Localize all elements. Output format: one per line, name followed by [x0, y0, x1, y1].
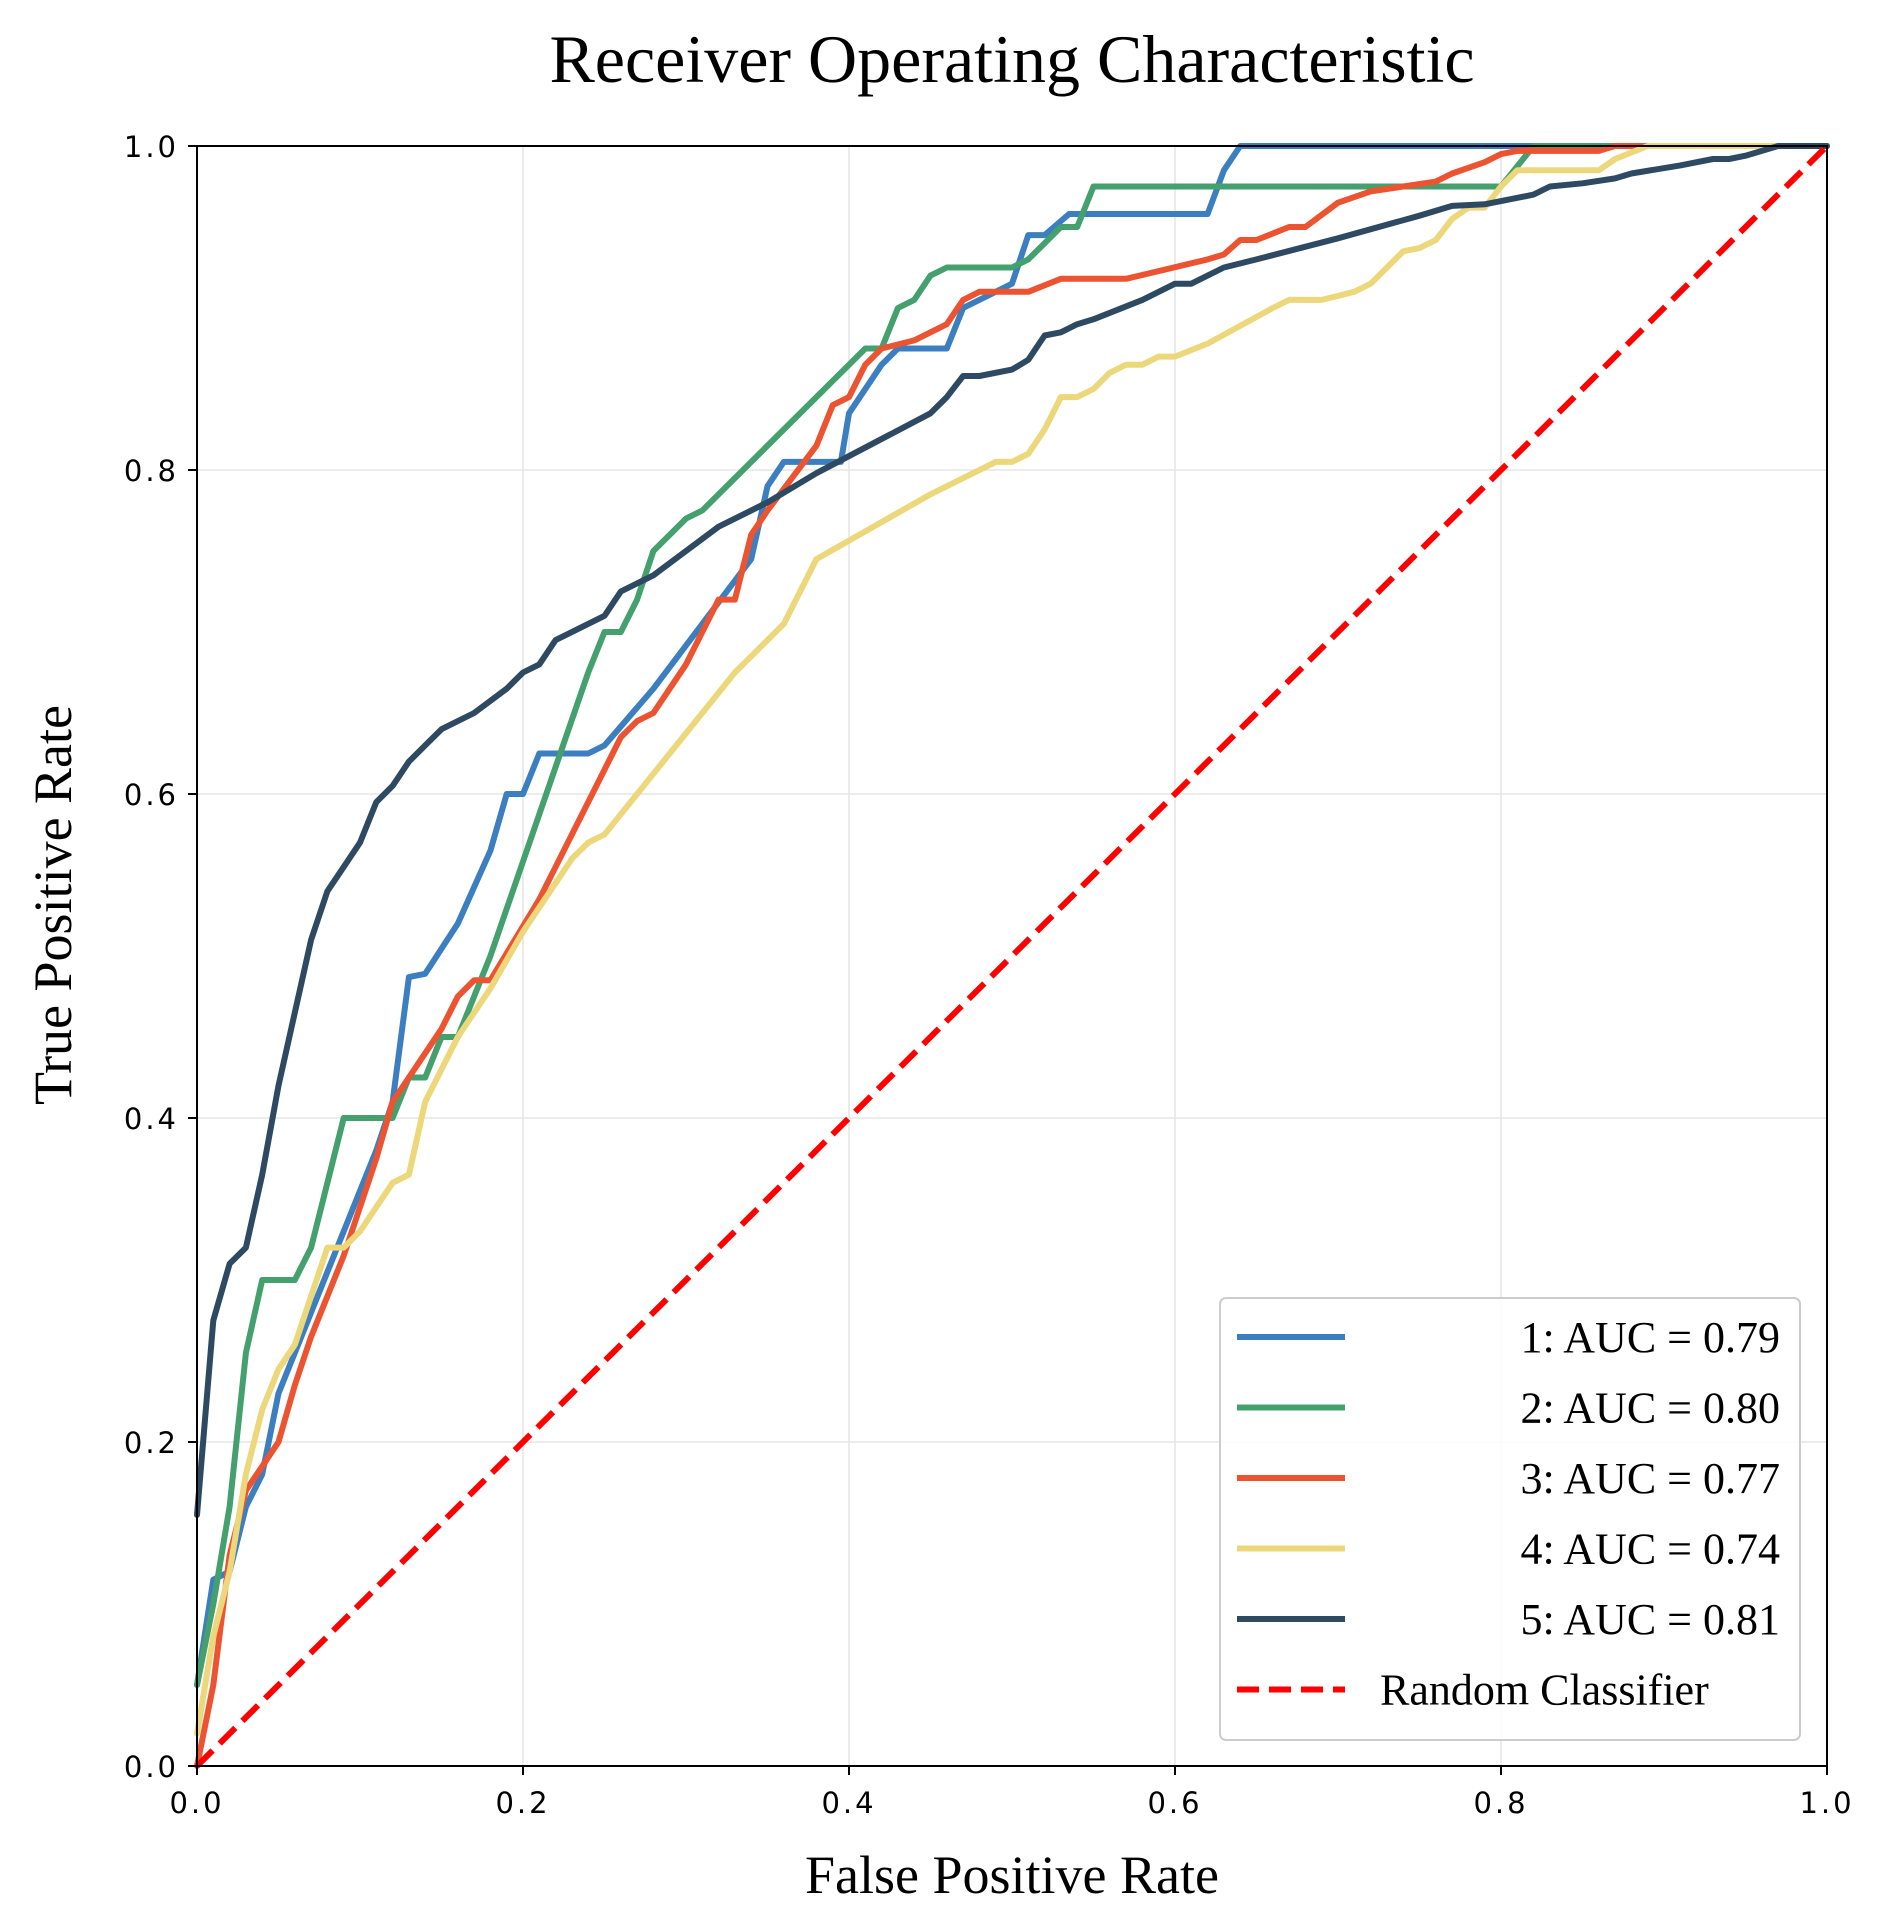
y-tick-label: 0.4	[124, 1102, 179, 1136]
legend-label: 3: AUC = 0.77	[1520, 1454, 1780, 1503]
roc-curve-5	[194, 143, 1830, 1518]
legend-label: 1: AUC = 0.79	[1520, 1313, 1780, 1362]
x-tick-label: 0.4	[821, 1786, 876, 1820]
y-tick-label: 1.0	[124, 130, 179, 164]
x-axis-label: False Positive Rate	[805, 1845, 1219, 1905]
roc-curve-1	[194, 143, 1830, 1688]
chart-title: Receiver Operating Characteristic	[549, 21, 1474, 97]
axis-ticks: 0.0 0.2 0.4 0.6 0.8 1.0 0.0 0.2 0.4 0.6 0.8 1.0	[124, 130, 1854, 1820]
y-axis-label: True Positive Rate	[23, 705, 83, 1105]
x-tick-label: 1.0	[1799, 1786, 1854, 1820]
plot-frame	[196, 145, 1828, 1767]
x-tick-label: 0.2	[495, 1786, 550, 1820]
legend-label: 2: AUC = 0.80	[1520, 1384, 1780, 1433]
y-tick-label: 0.8	[124, 454, 179, 488]
x-tick-label: 0.6	[1147, 1786, 1202, 1820]
y-tick-label: 0.2	[124, 1426, 179, 1460]
legend-box	[1219, 1297, 1801, 1741]
y-tick-label: 0.6	[124, 778, 179, 812]
legend: 1: AUC = 0.79 2: AUC = 0.80 3: AUC = 0.77 4…	[1219, 1297, 1801, 1741]
y-tick-label: 0.0	[124, 1750, 179, 1784]
roc-curve-4	[194, 143, 1830, 1737]
roc-curve-3	[194, 143, 1830, 1769]
legend-label: 5: AUC = 0.81	[1520, 1595, 1780, 1644]
x-tick-label: 0.8	[1473, 1786, 1528, 1820]
x-tick-label: 0.0	[169, 1786, 224, 1820]
plot-lines	[194, 143, 1830, 1769]
roc-curve-2	[194, 143, 1830, 1688]
legend-label: 4: AUC = 0.74	[1520, 1525, 1780, 1574]
legend-label: Random Classifier	[1380, 1666, 1709, 1715]
